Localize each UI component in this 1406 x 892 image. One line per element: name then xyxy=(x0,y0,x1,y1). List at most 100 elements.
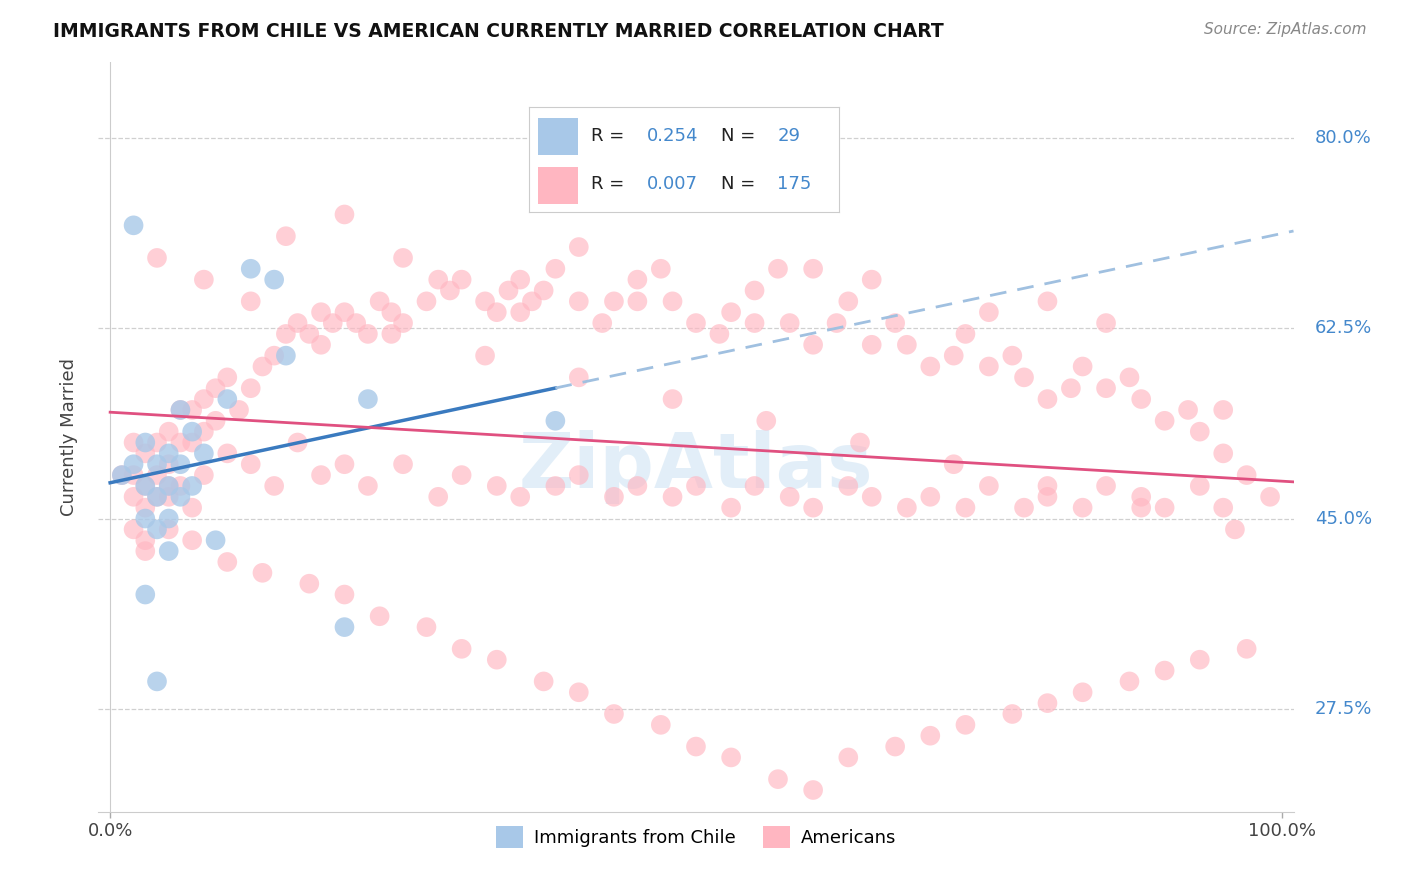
Point xyxy=(766,772,789,786)
Point xyxy=(322,316,344,330)
Point xyxy=(837,750,859,764)
Point xyxy=(884,739,907,754)
Point xyxy=(955,326,977,341)
Point xyxy=(263,272,285,286)
Point xyxy=(134,533,156,548)
Point xyxy=(122,219,145,233)
Point xyxy=(344,316,367,330)
Text: 27.5%: 27.5% xyxy=(1315,699,1372,717)
Point xyxy=(568,240,591,254)
Point xyxy=(1095,479,1118,493)
Text: 45.0%: 45.0% xyxy=(1315,509,1372,527)
Point xyxy=(1130,490,1153,504)
Point xyxy=(1060,381,1083,395)
Point xyxy=(837,294,859,309)
Point xyxy=(134,446,156,460)
Point xyxy=(977,479,1000,493)
Point xyxy=(333,207,356,221)
Point xyxy=(193,272,215,286)
Point xyxy=(157,511,180,525)
Text: IMMIGRANTS FROM CHILE VS AMERICAN CURRENTLY MARRIED CORRELATION CHART: IMMIGRANTS FROM CHILE VS AMERICAN CURREN… xyxy=(53,22,945,41)
Point xyxy=(509,490,531,504)
Point xyxy=(1071,500,1094,515)
Point xyxy=(333,457,356,471)
Point xyxy=(1236,468,1258,483)
Point xyxy=(193,425,215,439)
Point xyxy=(157,490,180,504)
Point xyxy=(357,392,380,406)
Point xyxy=(533,284,555,298)
Point xyxy=(157,457,180,471)
Point xyxy=(111,468,134,483)
Point xyxy=(122,490,145,504)
Point xyxy=(181,479,204,493)
Point xyxy=(766,261,789,276)
Point xyxy=(650,261,672,276)
Point xyxy=(157,544,180,558)
Point xyxy=(392,457,415,471)
Point xyxy=(1095,381,1118,395)
Point xyxy=(544,479,567,493)
Point xyxy=(837,479,859,493)
Point xyxy=(825,316,848,330)
Point xyxy=(626,272,648,286)
Point xyxy=(603,490,626,504)
Point xyxy=(228,403,250,417)
Point xyxy=(357,326,380,341)
Point xyxy=(146,674,169,689)
Point xyxy=(485,479,508,493)
Point xyxy=(744,479,766,493)
Point xyxy=(181,403,204,417)
Point xyxy=(380,305,402,319)
Point xyxy=(1118,370,1140,384)
Point xyxy=(169,435,191,450)
Point xyxy=(287,316,309,330)
Point xyxy=(439,284,461,298)
Text: 62.5%: 62.5% xyxy=(1315,319,1372,337)
Point xyxy=(239,457,262,471)
Point xyxy=(122,457,145,471)
Point xyxy=(1036,479,1059,493)
Point xyxy=(157,479,180,493)
Point xyxy=(181,500,204,515)
Point xyxy=(1153,500,1175,515)
Point xyxy=(1036,490,1059,504)
Point xyxy=(1130,500,1153,515)
Text: ZipAtlas: ZipAtlas xyxy=(519,430,873,504)
Point xyxy=(134,511,156,525)
Point xyxy=(450,468,472,483)
Point xyxy=(1212,403,1234,417)
Point xyxy=(333,305,356,319)
Point xyxy=(779,316,801,330)
Point xyxy=(1001,349,1024,363)
Point xyxy=(744,316,766,330)
Point xyxy=(368,294,391,309)
Y-axis label: Currently Married: Currently Married xyxy=(59,358,77,516)
Point xyxy=(1212,500,1234,515)
Point xyxy=(169,403,191,417)
Point xyxy=(380,326,402,341)
Point xyxy=(1095,316,1118,330)
Point xyxy=(274,349,297,363)
Point xyxy=(1153,664,1175,678)
Point xyxy=(568,468,591,483)
Point xyxy=(509,305,531,319)
Text: 80.0%: 80.0% xyxy=(1315,129,1372,147)
Point xyxy=(884,316,907,330)
Point xyxy=(942,349,965,363)
Point xyxy=(181,425,204,439)
Point xyxy=(720,750,742,764)
Point xyxy=(920,729,942,743)
Point xyxy=(134,544,156,558)
Point xyxy=(779,490,801,504)
Point xyxy=(709,326,731,341)
Point xyxy=(544,261,567,276)
Point xyxy=(860,490,883,504)
Point xyxy=(591,316,613,330)
Point xyxy=(920,490,942,504)
Point xyxy=(1130,392,1153,406)
Point xyxy=(134,435,156,450)
Point xyxy=(685,739,707,754)
Point xyxy=(287,435,309,450)
Point xyxy=(252,359,274,374)
